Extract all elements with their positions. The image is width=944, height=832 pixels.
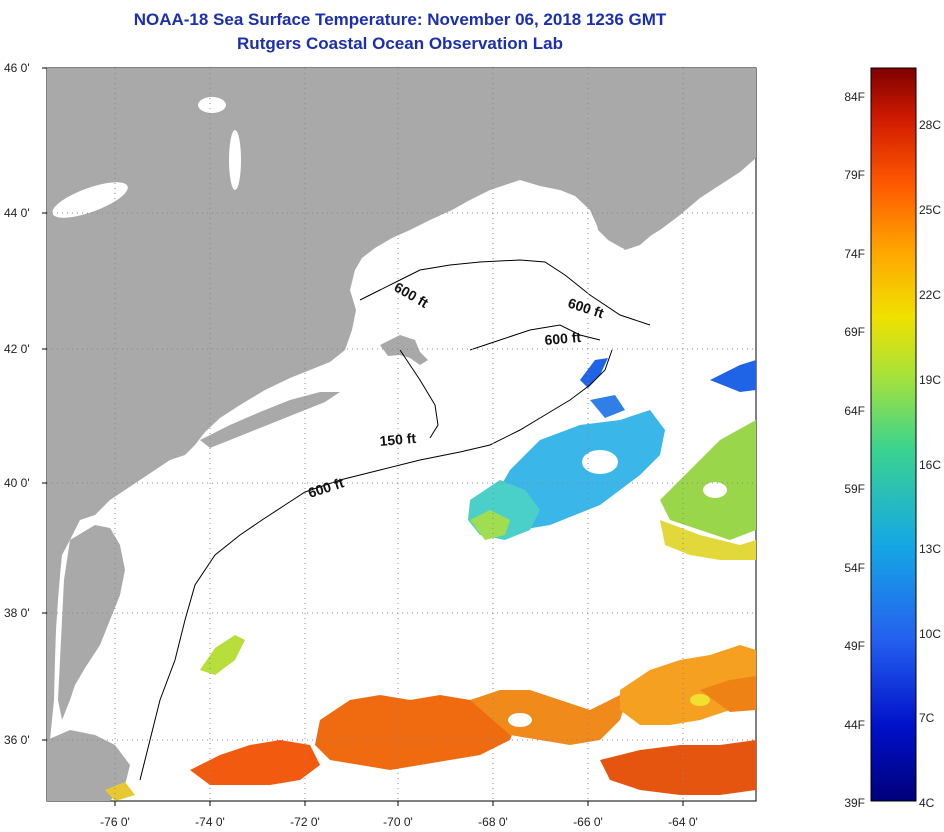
colorbar-f-label: 49F <box>844 639 865 653</box>
bathymetry-contours <box>139 259 651 781</box>
lon-label: -76 0' <box>100 815 130 829</box>
colorbar-c-label: 28C <box>919 118 941 132</box>
land-cape-cod <box>380 335 428 365</box>
colorbar-c-label: 25C <box>919 203 941 217</box>
colorbar-c-label: 10C <box>919 627 941 641</box>
colorbar-c-label: 7C <box>919 711 935 725</box>
lake <box>52 182 128 218</box>
lat-label: 40 0' <box>4 476 30 490</box>
lake <box>198 97 226 113</box>
colorbar-c-label: 16C <box>919 458 941 472</box>
lat-label: 36 0' <box>4 733 30 747</box>
colorbar-c-label: 22C <box>919 288 941 302</box>
lat-label: 46 0' <box>4 61 30 75</box>
colorbar: 84F 79F 74F 69F 64F 59F 54F 49F 44F 39F … <box>844 67 941 810</box>
lat-label: 42 0' <box>4 342 30 356</box>
colorbar-f-label: 74F <box>844 247 865 261</box>
lon-label: -64 0' <box>668 815 698 829</box>
lat-label: 44 0' <box>4 206 30 220</box>
map-title: NOAA-18 Sea Surface Temperature: Novembe… <box>133 10 667 29</box>
lat-label: 38 0' <box>4 606 30 620</box>
colorbar-f-label: 44F <box>844 718 865 732</box>
lon-label: -74 0' <box>195 815 225 829</box>
axis-ticks <box>42 67 684 806</box>
lon-label: -70 0' <box>383 815 413 829</box>
land-long-island <box>200 392 340 448</box>
map-subtitle: Rutgers Coastal Ocean Observation Lab <box>237 34 563 53</box>
colorbar-f-label: 64F <box>844 404 865 418</box>
contour-label: 150 ft <box>379 430 417 449</box>
colorbar-c-label: 19C <box>919 373 941 387</box>
colorbar-gradient <box>870 67 917 802</box>
sst-data <box>105 358 756 801</box>
colorbar-c-label: 4C <box>919 796 935 810</box>
colorbar-c-label: 13C <box>919 542 941 556</box>
land-mass-us-canada <box>47 68 756 760</box>
lake <box>229 130 241 190</box>
land-nova-scotia <box>595 138 756 248</box>
contour-label: 600 ft <box>544 329 582 348</box>
colorbar-f-label: 69F <box>844 325 865 339</box>
colorbar-f-label: 59F <box>844 482 865 496</box>
land-outer-banks <box>47 730 130 801</box>
colorbar-f-label: 39F <box>844 796 865 810</box>
lon-label: -72 0' <box>290 815 320 829</box>
lon-label: -68 0' <box>478 815 508 829</box>
graticule <box>47 68 756 801</box>
colorbar-f-label: 84F <box>844 90 865 104</box>
colorbar-f-label: 54F <box>844 561 865 575</box>
land-delmarva <box>58 525 125 720</box>
lon-label: -66 0' <box>573 815 603 829</box>
colorbar-f-label: 79F <box>844 168 865 182</box>
